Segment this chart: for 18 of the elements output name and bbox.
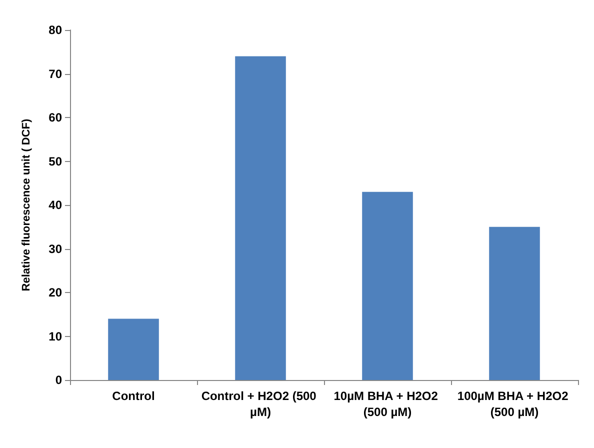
y-tick-label: 10 <box>48 329 62 344</box>
bar <box>235 56 286 380</box>
bar <box>108 318 159 380</box>
y-tick-label: 70 <box>48 66 62 81</box>
y-tick-label: 0 <box>55 373 62 387</box>
y-tick-label: 30 <box>48 242 62 256</box>
y-tick-label: 50 <box>48 154 62 168</box>
x-tick-label: Control <box>112 389 155 403</box>
x-tick-label: 10µM BHA + H2O2 (500 µM) <box>334 389 442 419</box>
bar <box>362 192 413 380</box>
y-tick-label: 40 <box>48 198 62 212</box>
y-tick-label: 60 <box>48 110 62 124</box>
y-tick-label: 20 <box>48 286 62 300</box>
x-tick-label: Control + H2O2 (500 µM) <box>201 389 320 419</box>
y-tick-label: 80 <box>48 23 62 37</box>
y-axis-title: Relative fluorescence unit ( DCF) <box>20 118 32 292</box>
bar <box>489 226 540 380</box>
x-tick-label: 100µM BHA + H2O2 (500 µM) <box>457 389 572 419</box>
